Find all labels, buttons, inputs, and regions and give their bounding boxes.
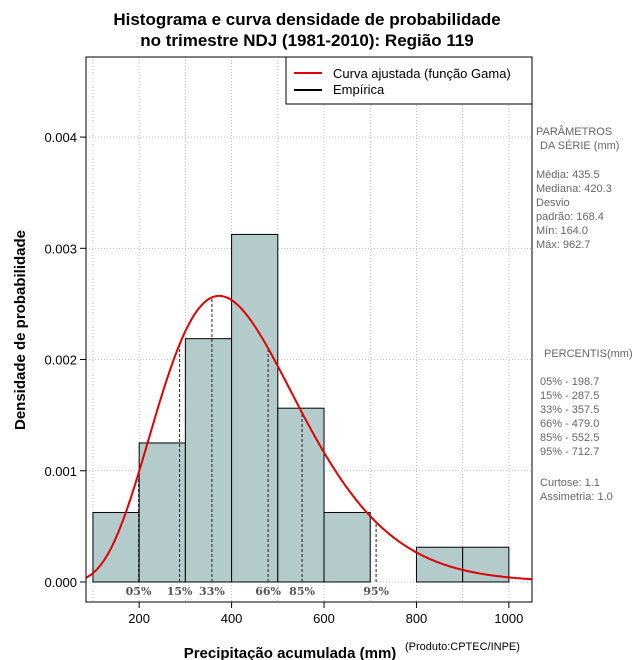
histogram-bar	[138, 442, 186, 583]
histogram-bar	[184, 338, 233, 583]
kurtosis-line: Curtose: 1.1	[540, 477, 600, 489]
histogram-bar	[92, 511, 140, 583]
x-tick-label: 200	[128, 611, 150, 626]
legend-box	[285, 56, 533, 105]
percentile-marker-label: 15%	[167, 585, 193, 598]
side-panel: PARÂMETROS DA SÉRIE (mm) Média: 435.5 Me…	[536, 125, 633, 503]
y-tick-label: 0.000	[44, 575, 77, 590]
legend: Curva ajustada (função Gama) Empírica	[285, 56, 533, 105]
percentile-marker-label: 95%	[363, 585, 389, 598]
param-line: Média: 435.5	[536, 169, 600, 181]
params-title-2: DA SÉRIE (mm)	[540, 139, 619, 152]
x-tick-label: 800	[406, 611, 428, 626]
percentile-marker-label: 33%	[199, 585, 225, 598]
percentile-line: 15% - 287.5	[540, 390, 599, 402]
param-line: Mediana: 420.3	[536, 183, 612, 195]
x-tick-label: 1000	[494, 611, 523, 626]
product-credit: (Produto:CPTEC/INPE)	[405, 641, 520, 653]
percentile-line: 95% - 712.7	[540, 446, 599, 458]
y-tick-label: 0.002	[44, 353, 77, 368]
chart-title-line-2: no trimestre NDJ (1981-2010): Região 119	[140, 31, 474, 50]
plot-area: 05% 15% 33% 66% 85% 95% 200 400 600 800 1000 0.000 0…	[44, 57, 532, 626]
percentile-line: 05% - 198.7	[540, 376, 599, 388]
x-tick-label: 600	[313, 611, 335, 626]
legend-label-curve: Curva ajustada (função Gama)	[333, 66, 511, 81]
param-line: Mín: 164.0	[536, 225, 588, 237]
percentiles-title: PERCENTIS(mm)	[544, 348, 633, 360]
histogram-bar	[231, 233, 279, 583]
param-line: Máx: 962.7	[536, 239, 590, 251]
percentile-line: 85% - 552.5	[540, 432, 599, 444]
y-tick-label: 0.004	[44, 130, 77, 145]
percentile-line: 66% - 479.0	[540, 418, 599, 430]
y-tick-label: 0.001	[44, 464, 77, 479]
skewness-line: Assimetria: 1.0	[540, 491, 613, 503]
x-tick-label: 400	[221, 611, 243, 626]
y-axis-label: Densidade de probabilidade	[12, 230, 29, 430]
legend-label-empirical: Empírica	[333, 82, 385, 97]
percentile-line: 33% - 357.5	[540, 404, 599, 416]
histogram-bar	[415, 546, 464, 583]
percentile-marker-label: 05%	[126, 585, 152, 598]
chart-title-line-1: Histograma e curva densidade de probabil…	[113, 10, 500, 29]
percentile-marker-label: 85%	[289, 585, 315, 598]
histogram-bar	[323, 511, 371, 583]
y-tick-label: 0.003	[44, 241, 77, 256]
param-line: Desvio	[536, 197, 570, 209]
gamma-fit-curve	[85, 294, 532, 581]
histogram-bar	[277, 407, 325, 583]
percentile-marker-label: 66%	[255, 585, 281, 598]
param-line: padrão: 168.4	[536, 211, 604, 223]
x-axis-label: Precipitação acumulada (mm)	[184, 645, 397, 660]
params-title-1: PARÂMETROS	[536, 125, 612, 138]
